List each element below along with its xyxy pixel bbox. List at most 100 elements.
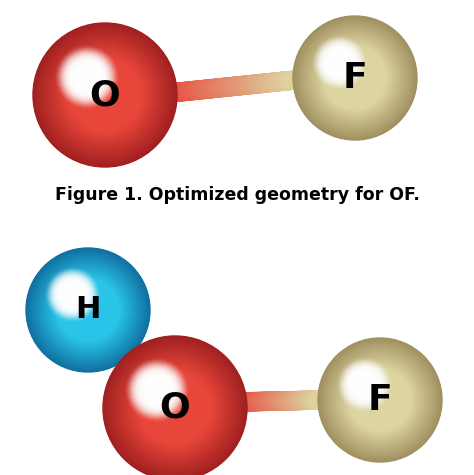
Circle shape [342, 362, 418, 438]
Circle shape [328, 51, 351, 74]
Circle shape [107, 340, 244, 475]
Circle shape [325, 48, 355, 77]
Circle shape [136, 369, 215, 447]
Circle shape [33, 255, 143, 365]
Circle shape [113, 346, 237, 470]
Circle shape [354, 76, 356, 79]
Text: O: O [90, 78, 120, 112]
Circle shape [129, 362, 221, 454]
Circle shape [31, 254, 145, 367]
Circle shape [68, 290, 77, 299]
Circle shape [339, 359, 421, 441]
Circle shape [61, 284, 83, 305]
Circle shape [324, 47, 356, 78]
Circle shape [316, 39, 363, 86]
Circle shape [118, 351, 233, 466]
Circle shape [312, 35, 398, 121]
Circle shape [323, 46, 387, 110]
Circle shape [71, 293, 74, 296]
Circle shape [343, 66, 367, 90]
Circle shape [84, 74, 90, 80]
Text: Figure 1. Optimized geometry for OF.: Figure 1. Optimized geometry for OF. [55, 186, 419, 204]
Circle shape [368, 388, 392, 412]
Circle shape [33, 23, 177, 167]
Circle shape [159, 392, 191, 424]
Circle shape [49, 271, 96, 318]
Circle shape [140, 373, 210, 443]
Circle shape [346, 69, 364, 86]
Circle shape [349, 73, 360, 84]
Circle shape [52, 274, 93, 315]
Circle shape [77, 299, 99, 321]
Circle shape [360, 380, 369, 389]
Circle shape [40, 262, 136, 358]
Circle shape [53, 43, 157, 147]
Circle shape [326, 49, 383, 107]
Circle shape [57, 279, 88, 310]
Circle shape [155, 388, 159, 392]
Circle shape [52, 274, 124, 346]
Circle shape [63, 285, 82, 304]
Circle shape [148, 381, 202, 435]
Circle shape [369, 389, 391, 411]
Circle shape [155, 388, 195, 428]
Circle shape [314, 38, 365, 87]
Circle shape [54, 276, 122, 344]
Circle shape [74, 65, 136, 125]
Circle shape [154, 387, 160, 393]
Circle shape [62, 52, 112, 102]
Circle shape [72, 294, 104, 326]
Circle shape [133, 366, 181, 414]
Circle shape [105, 338, 245, 475]
Circle shape [45, 266, 131, 353]
Circle shape [68, 58, 142, 132]
Circle shape [88, 78, 122, 112]
Circle shape [136, 369, 179, 412]
Circle shape [130, 363, 220, 453]
Circle shape [60, 283, 84, 306]
Circle shape [364, 384, 396, 416]
Circle shape [98, 88, 112, 102]
Circle shape [342, 362, 387, 407]
Circle shape [83, 305, 92, 314]
Circle shape [69, 59, 141, 131]
Circle shape [61, 51, 113, 103]
Circle shape [354, 374, 375, 395]
Circle shape [50, 272, 126, 348]
Circle shape [338, 61, 372, 95]
Circle shape [103, 93, 107, 97]
Circle shape [362, 382, 398, 418]
Circle shape [340, 360, 420, 440]
Circle shape [302, 25, 408, 131]
Circle shape [319, 42, 360, 83]
Circle shape [53, 275, 92, 314]
Circle shape [79, 301, 97, 319]
Circle shape [74, 64, 100, 90]
Circle shape [170, 403, 181, 413]
Circle shape [66, 288, 79, 301]
Circle shape [306, 29, 404, 127]
Circle shape [40, 30, 170, 160]
Circle shape [66, 57, 144, 133]
Circle shape [337, 60, 373, 96]
Circle shape [344, 364, 385, 405]
Circle shape [359, 379, 401, 421]
Circle shape [59, 281, 86, 308]
Circle shape [372, 392, 388, 408]
Circle shape [130, 363, 184, 417]
Circle shape [344, 67, 366, 89]
Circle shape [336, 58, 374, 97]
Circle shape [352, 372, 376, 397]
Circle shape [108, 341, 243, 475]
Circle shape [333, 353, 427, 447]
Circle shape [64, 54, 109, 100]
Circle shape [143, 376, 171, 404]
Circle shape [85, 307, 91, 313]
Circle shape [79, 69, 131, 121]
Circle shape [72, 62, 138, 128]
Circle shape [318, 41, 361, 84]
Circle shape [49, 39, 161, 151]
Circle shape [345, 68, 365, 88]
Circle shape [355, 375, 405, 425]
Circle shape [72, 294, 73, 295]
